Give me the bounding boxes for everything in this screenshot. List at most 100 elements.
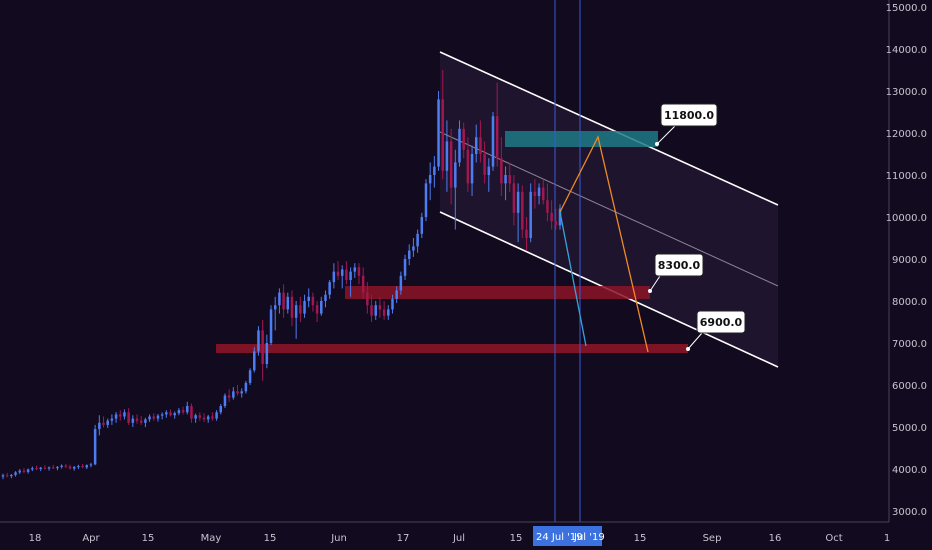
time-tick-label: May [201, 533, 222, 544]
candle-body [232, 391, 235, 398]
time-tick-label: 15 [634, 533, 647, 544]
candle [516, 183, 520, 243]
candles-layer [1, 70, 562, 480]
candle-body [202, 417, 206, 420]
candle [462, 122, 465, 159]
candle [60, 464, 63, 469]
candle [35, 465, 38, 471]
candle-body [135, 418, 139, 421]
price-tick-label: 6000.0 [892, 381, 927, 392]
price-tick-label: 10000.0 [886, 213, 927, 224]
candle [370, 294, 373, 322]
candle-body [441, 99, 444, 171]
candle-body [64, 465, 68, 467]
candle-body [462, 128, 465, 150]
support-zone-8300[interactable] [345, 286, 650, 299]
candle [332, 263, 336, 289]
price-tick-label: 5000.0 [892, 423, 927, 434]
price-tick-label: 4000.0 [892, 465, 927, 476]
candle-body [340, 269, 344, 276]
candle-body [382, 309, 386, 316]
candle [85, 464, 89, 469]
candle [5, 472, 9, 478]
candle-body [223, 395, 227, 406]
candle [529, 183, 532, 243]
candle-body [449, 141, 453, 188]
candle [56, 466, 59, 471]
candle [424, 179, 428, 222]
candle-body [139, 420, 143, 423]
candle [31, 466, 34, 472]
support-zone-6900[interactable] [216, 344, 688, 353]
channel-upper-line[interactable] [439, 51, 779, 206]
candle-body [445, 141, 449, 171]
candle-body [123, 412, 126, 417]
time-tick-label: Jun [330, 533, 347, 544]
candle [537, 183, 541, 205]
candle-body [525, 229, 528, 238]
price-tick-label: 13000.0 [886, 87, 927, 98]
candle-body [412, 246, 415, 251]
candle [550, 200, 553, 230]
candle [156, 413, 160, 422]
candle-body [311, 296, 315, 306]
candle [340, 265, 344, 289]
candle-body [315, 305, 319, 314]
candle-body [35, 468, 38, 470]
candle-body [286, 296, 290, 310]
candle-body [550, 212, 553, 222]
candle [324, 290, 327, 308]
candle-body [424, 183, 428, 217]
candle-body [366, 292, 369, 306]
candle-body [483, 154, 486, 175]
time-tick-label: 18 [29, 533, 42, 544]
candle-body [491, 116, 495, 167]
candle [206, 414, 210, 423]
cursor-date-label [533, 526, 602, 546]
candle [51, 464, 55, 469]
candle-body [554, 221, 558, 226]
candle-body [324, 294, 327, 301]
candle [47, 466, 51, 471]
candle-body [85, 465, 89, 468]
candle [315, 301, 319, 322]
candle [106, 418, 109, 428]
time-axis[interactable]: 18 Apr 15 May 15 Jun 17 Jul 15 15 Sep 16… [29, 526, 891, 546]
candle-body [47, 467, 51, 469]
candle [366, 282, 369, 314]
price-tick-label: 7000.0 [892, 339, 927, 350]
candle [273, 296, 277, 331]
candle-body [102, 422, 105, 425]
candle-body [1, 475, 5, 477]
candle-body [119, 414, 122, 417]
candle [152, 413, 156, 421]
candle-body [190, 406, 193, 419]
projection-blue-path [559, 211, 587, 347]
candle-body [160, 414, 164, 416]
candle [479, 120, 482, 163]
candle-body [374, 305, 377, 316]
candle [299, 296, 302, 322]
candle-body [60, 465, 63, 467]
time-tick-label: 15 [264, 533, 277, 544]
candle [466, 137, 470, 192]
candle [307, 288, 310, 308]
price-tick-label: 3000.0 [892, 507, 927, 518]
candle [26, 468, 30, 474]
callout-11800: 11800.0 [655, 103, 718, 146]
candle [361, 267, 365, 299]
candle [303, 294, 306, 318]
candle-body [521, 191, 524, 230]
time-tick-label: 15 [142, 533, 155, 544]
candle [470, 145, 474, 196]
candle [391, 294, 394, 314]
candle [173, 411, 176, 419]
projection-orange-path [559, 135, 649, 353]
candle-body [403, 259, 407, 276]
candle-body [529, 191, 532, 238]
candle-body [437, 99, 440, 167]
candle [500, 137, 503, 196]
price-axis[interactable]: 15000.0 14000.0 13000.0 12000.0 11000.0 … [886, 3, 927, 518]
resistance-zone[interactable] [505, 131, 658, 147]
